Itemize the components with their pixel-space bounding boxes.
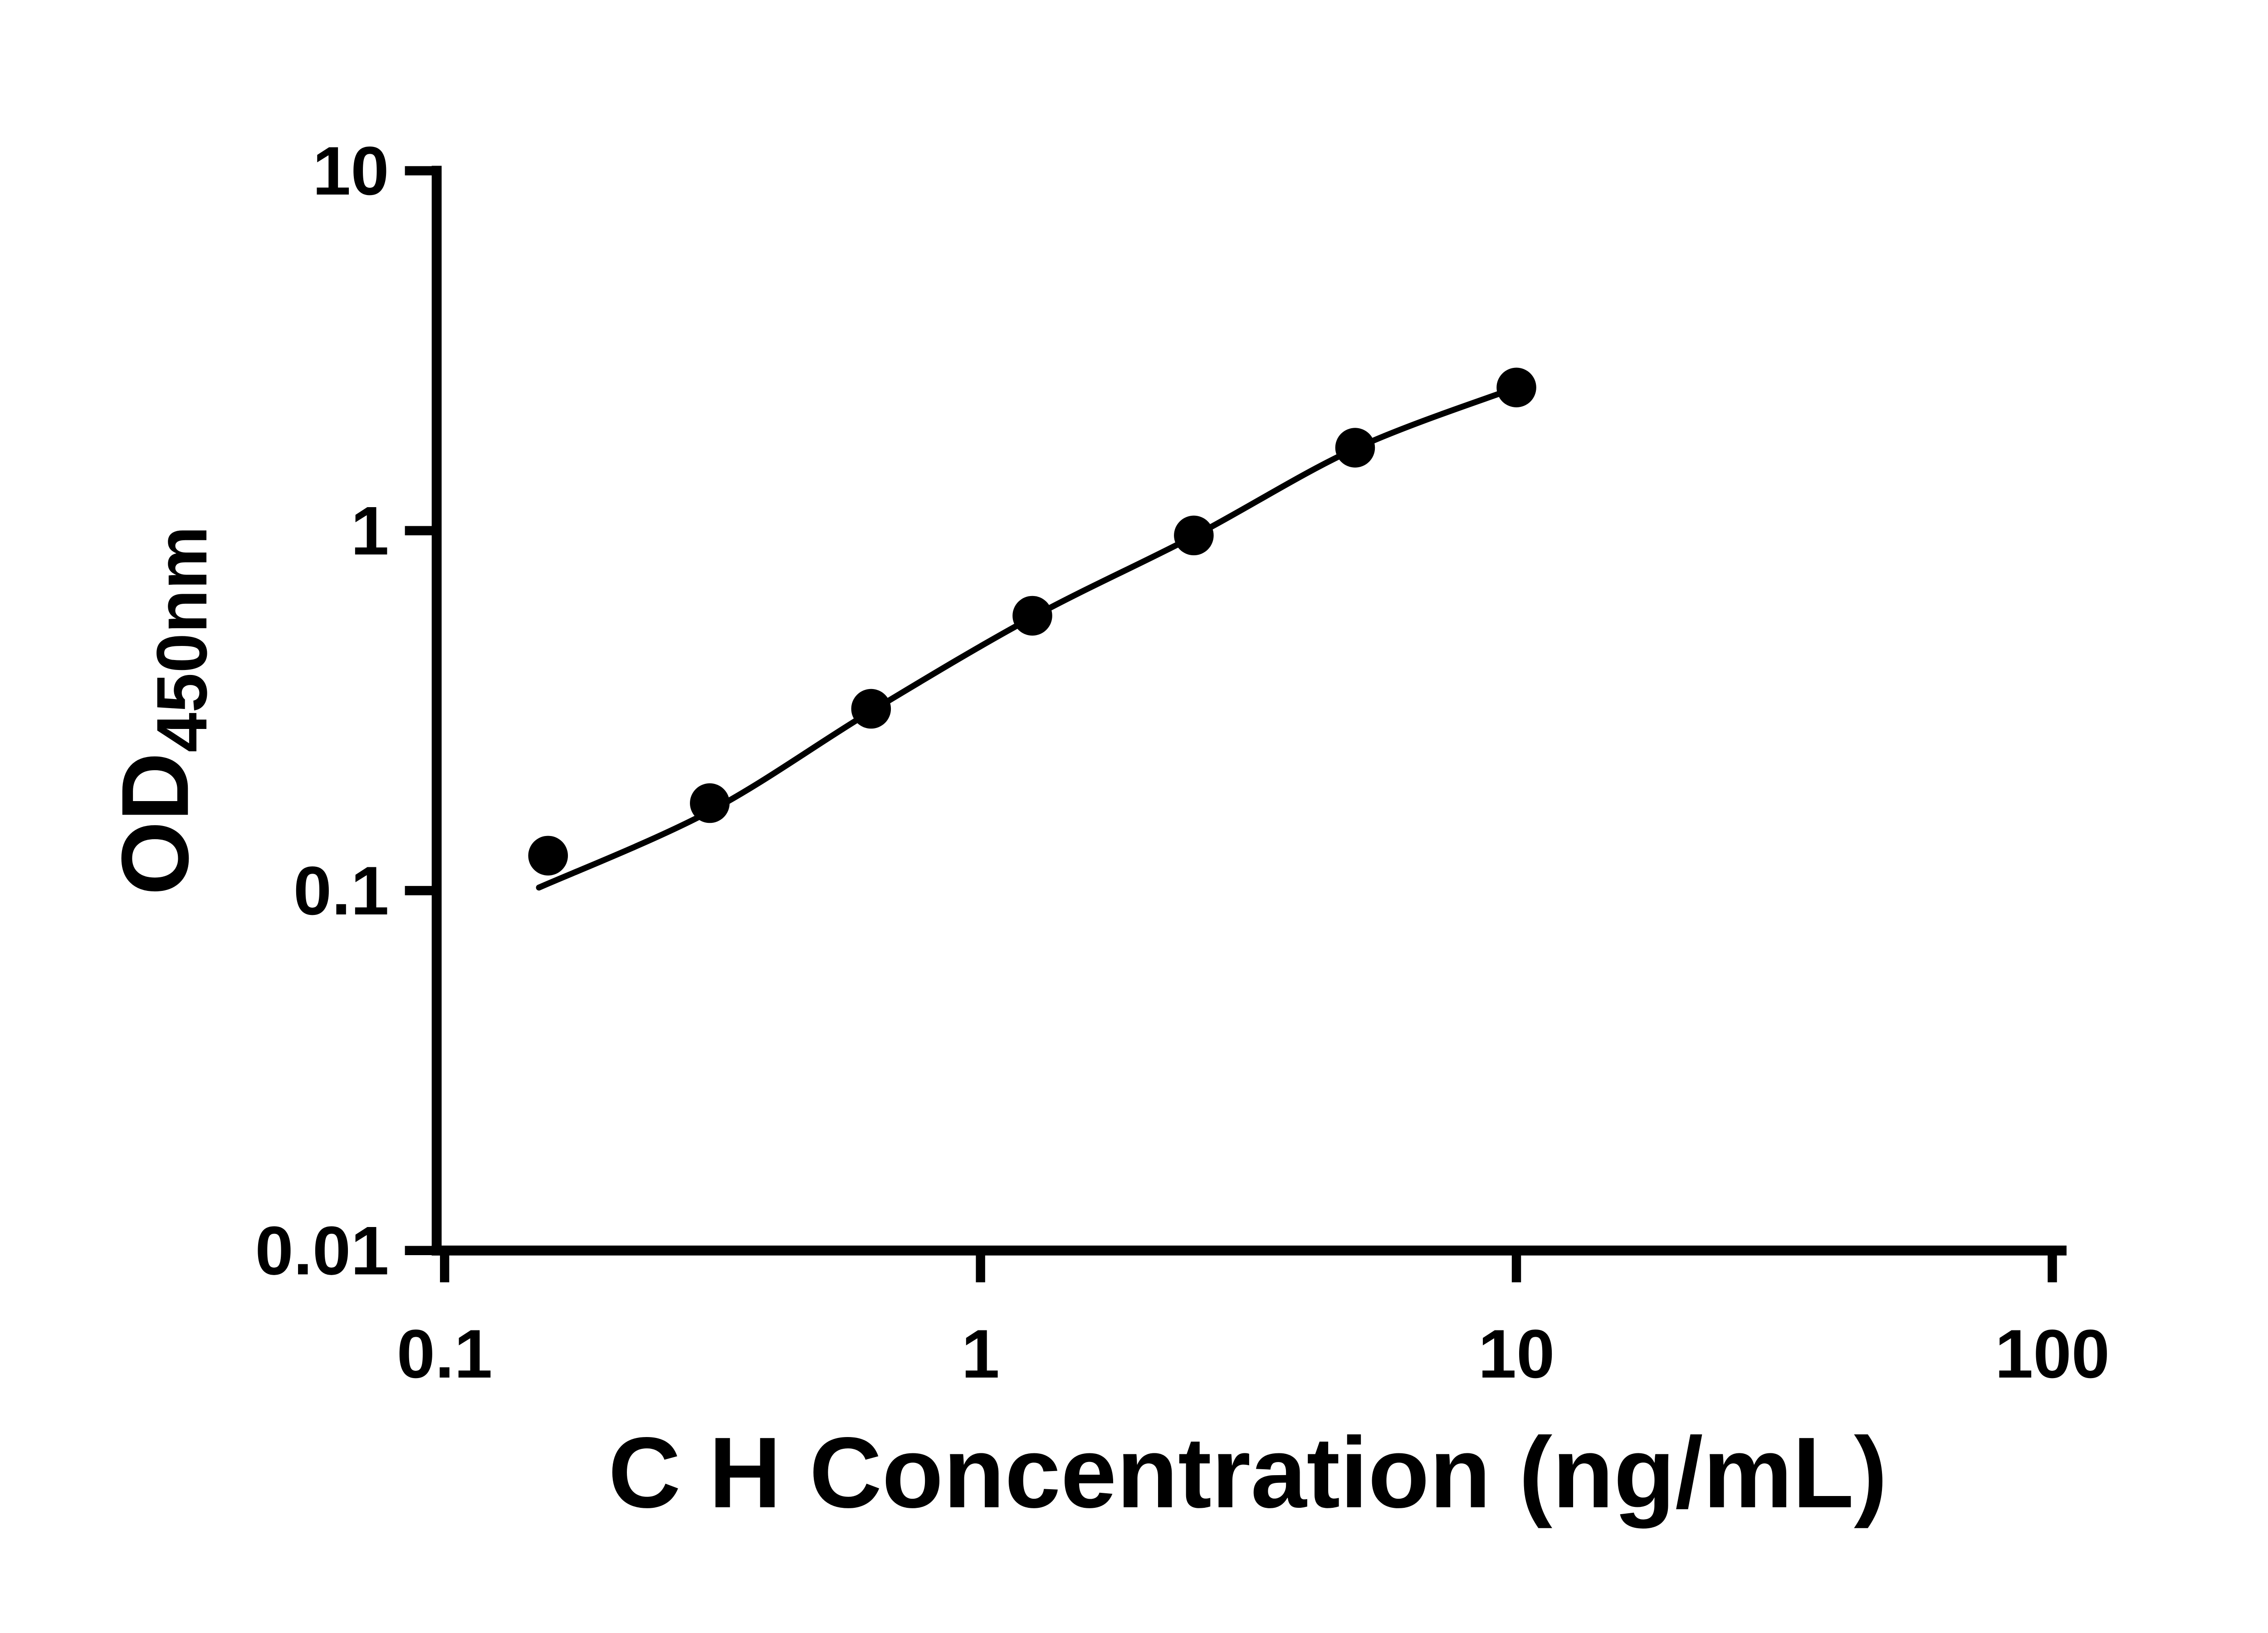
data-series [528, 367, 1536, 891]
axes [431, 166, 2067, 1256]
y-axis-title-sub: 450nm [142, 526, 222, 753]
y-tick-label: 0.1 [293, 853, 389, 929]
x-tick-label: 0.1 [397, 1316, 493, 1393]
data-point-marker [1496, 367, 1536, 408]
x-tick-label: 1 [961, 1316, 999, 1393]
y-tick-label: 0.01 [255, 1213, 389, 1289]
y-tick-label: 1 [351, 493, 389, 569]
x-tick-label: 10 [1478, 1316, 1555, 1393]
data-point-marker [528, 836, 568, 876]
data-point-marker [851, 689, 891, 729]
axis-ticks [405, 166, 2057, 1282]
y-axis-title-main: OD [102, 753, 208, 895]
data-point-marker [1335, 428, 1375, 468]
y-tick-label: 10 [313, 133, 389, 210]
x-axis-title: C H Concentration (ng/mL) [608, 1416, 1887, 1529]
data-point-marker [690, 783, 730, 823]
fit-curve [536, 384, 1520, 891]
data-point-marker [1012, 596, 1052, 636]
data-point-marker [1174, 515, 1214, 556]
y-axis-title: OD450nm [102, 526, 222, 895]
x-tick-label: 100 [1995, 1316, 2110, 1393]
